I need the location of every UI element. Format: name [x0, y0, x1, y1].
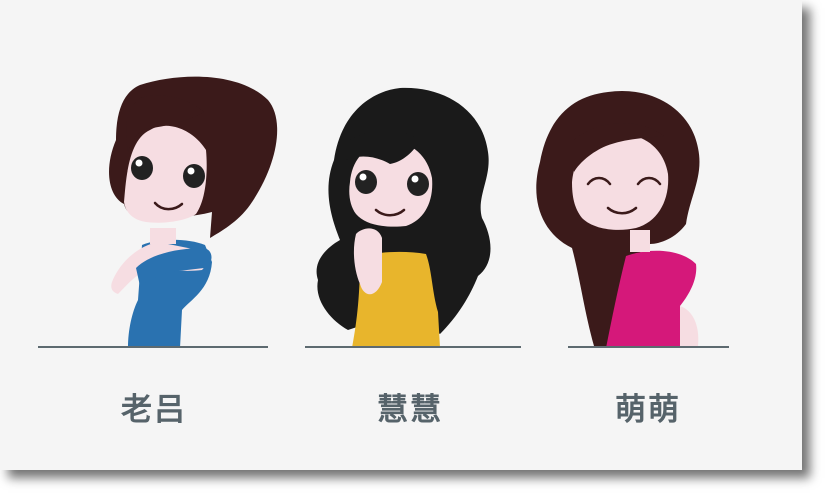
- name-label-huihui: 慧慧: [377, 392, 443, 428]
- name-label-laolv: 老吕: [121, 392, 187, 428]
- name-label-mengmeng: 萌萌: [615, 392, 681, 428]
- illustration-card: 老吕 慧慧 萌萌: [38, 76, 729, 428]
- ground-line-laolv: [38, 346, 268, 348]
- ground-line-huihui: [305, 346, 521, 348]
- character-laolv-illustration: [109, 76, 278, 348]
- character-mengmeng-illustration: [536, 90, 700, 348]
- ground-line-mengmeng: [568, 346, 729, 348]
- character-huihui-illustration: [316, 87, 491, 348]
